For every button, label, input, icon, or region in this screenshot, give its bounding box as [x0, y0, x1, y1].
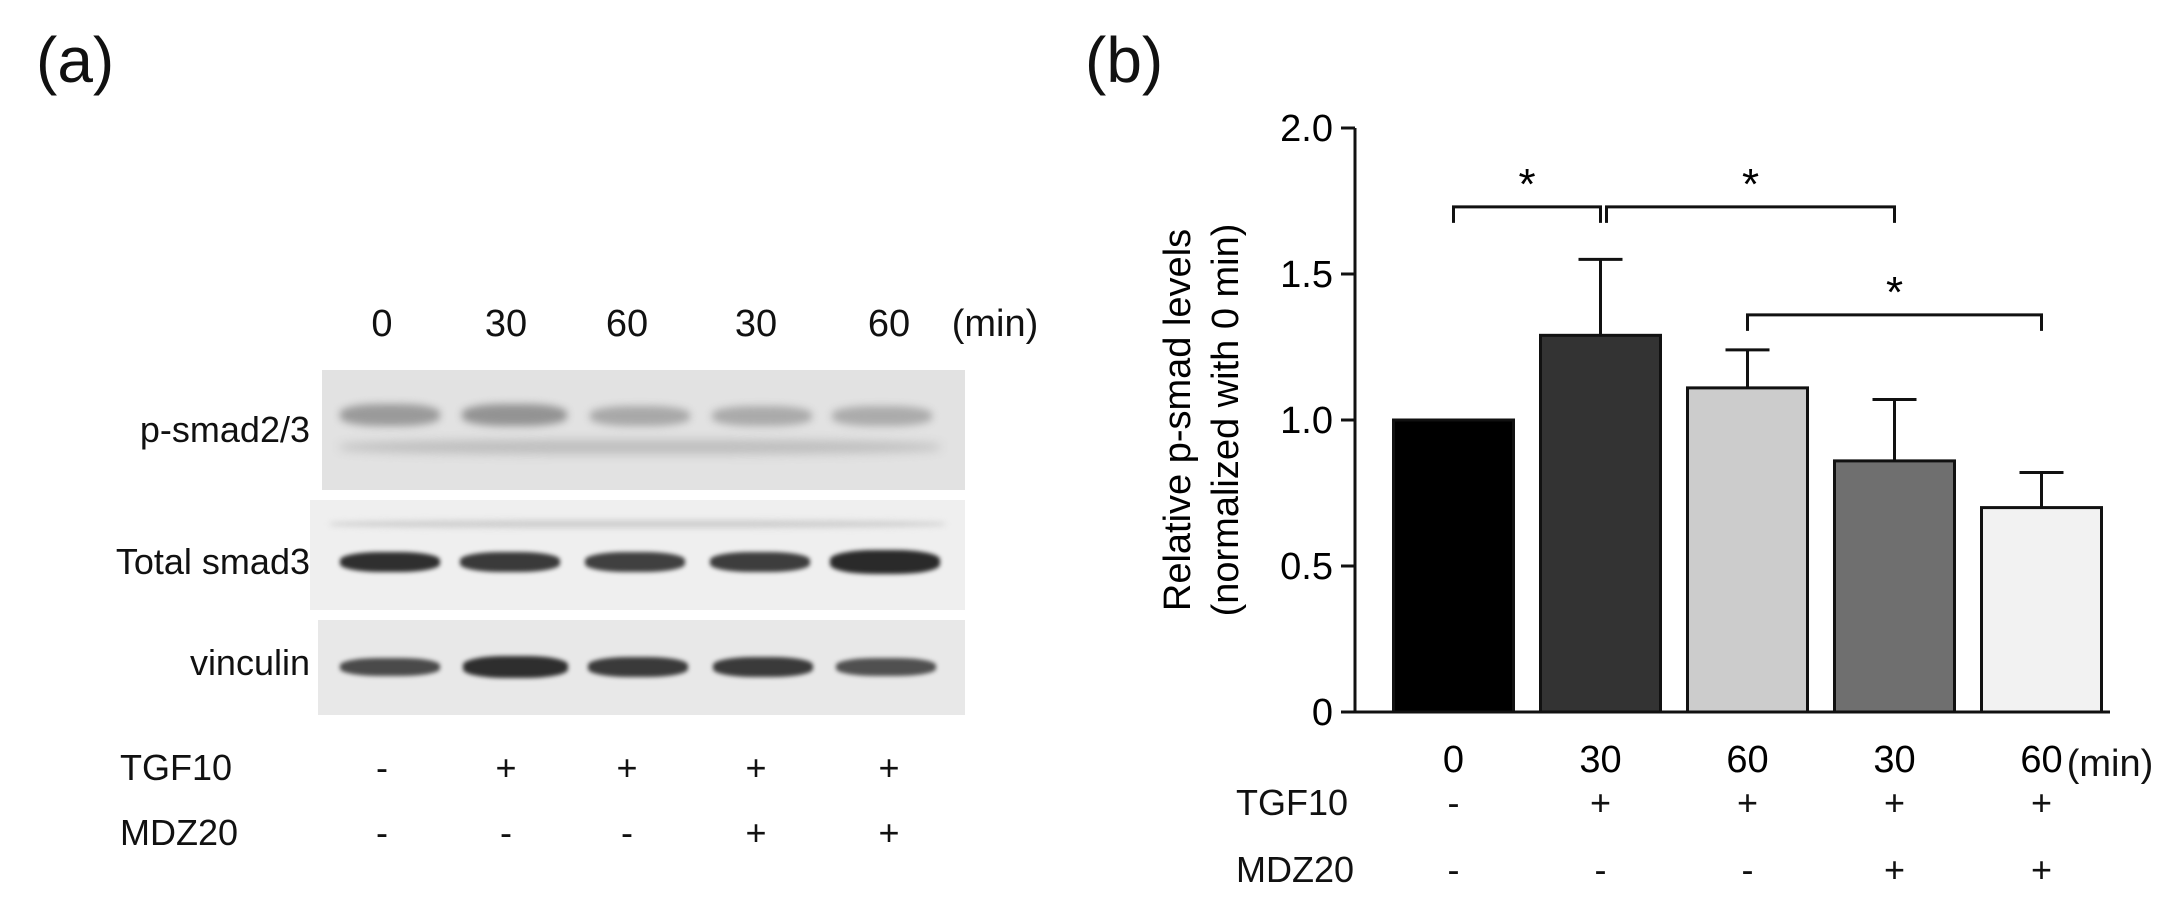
bar [1686, 386, 1809, 714]
significance-star: * [1518, 160, 1535, 209]
mdz-sign: - [1447, 849, 1460, 890]
lane-time-label: 30 [484, 303, 528, 345]
x-tick-label: 30 [1873, 739, 1915, 781]
y-axis-label-sub: (normalized with 0 min) [1205, 224, 1247, 617]
mdz-label: MDZ20 [120, 812, 239, 853]
unit-label: (min) [2066, 743, 2154, 785]
lane-time-label: 60 [605, 303, 649, 345]
blot-total-smad3 [310, 500, 965, 610]
mdz-sign: + [2030, 849, 2053, 890]
tgf-sign: - [1447, 782, 1460, 823]
bar [1833, 459, 1956, 714]
bar [1392, 418, 1515, 714]
panel-b-label: (b) [1085, 24, 1164, 96]
blot-row-label: vinculin [189, 642, 310, 683]
mdz-sign: - [500, 812, 512, 853]
tgf-sign: + [745, 747, 767, 788]
blot-row-label: Total smad3 [115, 541, 310, 582]
bar [1539, 333, 1662, 714]
tgf-label: TGF10 [120, 747, 233, 788]
mdz-sign: + [745, 812, 767, 853]
y-tick-label: 0 [1312, 692, 1333, 734]
y-ticks: 0 0.5 1.0 1.5 2.0 [1280, 108, 1355, 734]
blot-row-label: p-smad2/3 [139, 409, 310, 450]
tgf-sign: - [376, 747, 388, 788]
x-tick-labels: 0 30 60 30 60 [1443, 739, 2063, 781]
significance-bracket: * [1605, 160, 1896, 223]
bracket-line [1452, 205, 1602, 223]
blot-p-smad [322, 370, 965, 490]
x-tick-label: 60 [2020, 739, 2062, 781]
bracket-line [1746, 313, 2043, 331]
mdz-sign: - [1741, 849, 1754, 890]
mdz-sign: - [1594, 849, 1607, 890]
tgf-sign: + [1736, 782, 1759, 823]
y-tick-label: 0.5 [1280, 546, 1333, 588]
tgf-sign: + [495, 747, 517, 788]
lane-time-label: 60 [867, 303, 911, 345]
y-axis-label-group: Relative p-smad levels (normalized with … [1157, 224, 1247, 617]
tgf-sign: + [1883, 782, 1906, 823]
mdz-sign: - [621, 812, 633, 853]
y-tick-label: 1.0 [1280, 400, 1333, 442]
lane-time-label: 0 [371, 303, 393, 345]
y-axis-label: Relative p-smad levels [1157, 229, 1199, 611]
bracket-line [1605, 205, 1896, 223]
mdz-sign: + [1883, 849, 1906, 890]
x-tick-label: 0 [1443, 739, 1464, 781]
mdz-sign: - [376, 812, 388, 853]
bars [1392, 333, 2103, 714]
tgf-sign: + [616, 747, 638, 788]
x-tick-label: 30 [1579, 739, 1621, 781]
error-bars [1578, 257, 2064, 508]
tgf-sign: + [2030, 782, 2053, 823]
bar-chart: Relative p-smad levels (normalized with … [1157, 108, 2110, 781]
tgf-label: TGF10 [1236, 782, 1349, 823]
unit-label: (min) [951, 303, 1039, 345]
tgf-sign: + [878, 747, 900, 788]
blot-vinculin [318, 620, 965, 715]
bar [1980, 506, 2103, 714]
x-tick-label: 60 [1726, 739, 1768, 781]
significance-bracket: * [1746, 268, 2043, 331]
significance-star: * [1886, 268, 1903, 317]
y-tick-label: 2.0 [1280, 108, 1333, 150]
lane-time-label: 30 [734, 303, 778, 345]
y-tick-label: 1.5 [1280, 254, 1333, 296]
significance-star: * [1742, 160, 1759, 209]
panel-a-label: (a) [36, 24, 115, 96]
significance-bracket: * [1452, 160, 1602, 223]
mdz-label: MDZ20 [1236, 849, 1355, 890]
mdz-sign: + [878, 812, 900, 853]
significance-brackets: * * * [1452, 160, 2043, 331]
tgf-sign: + [1589, 782, 1612, 823]
